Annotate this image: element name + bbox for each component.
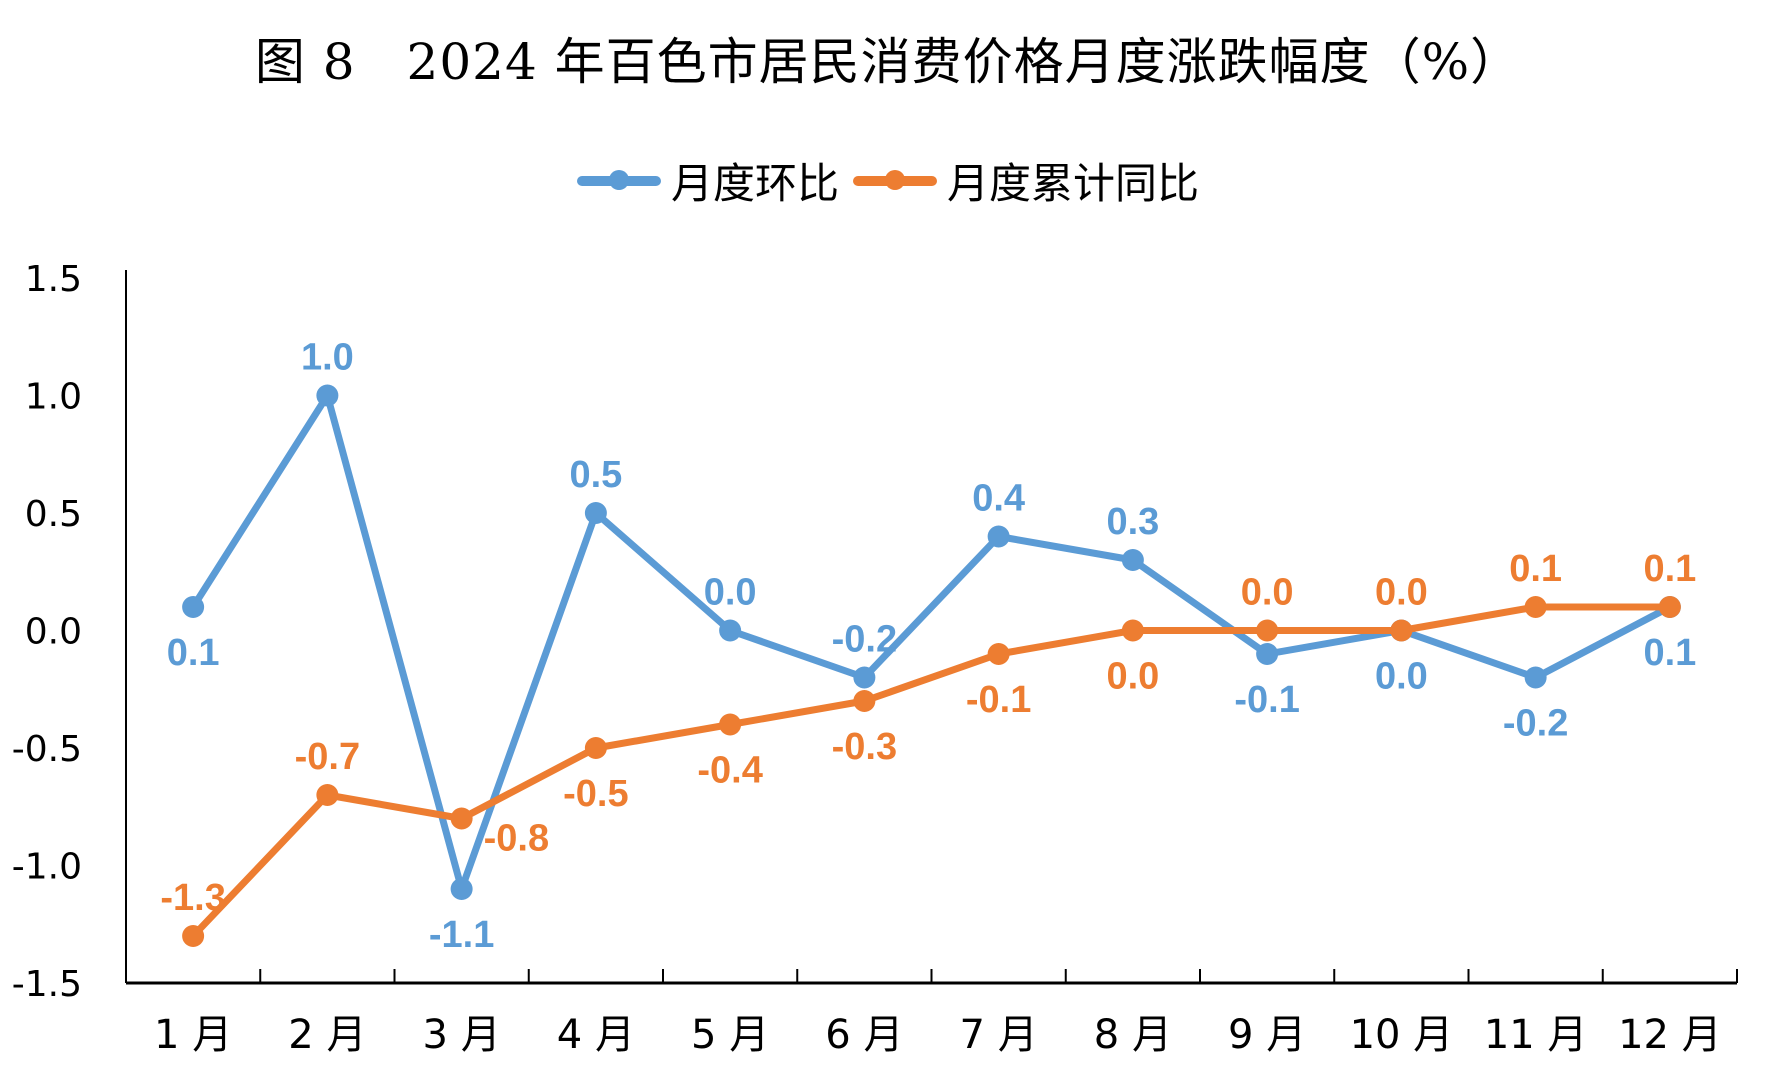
x-tick-label: 12 月	[1618, 1012, 1722, 1058]
data-point-yoy	[584, 737, 607, 759]
y-tick-label: 0.5	[25, 494, 82, 535]
x-tick-label: 6 月	[825, 1012, 903, 1058]
data-label-yoy: -0.1	[966, 679, 1031, 721]
x-tick-label: 11 月	[1484, 1012, 1588, 1058]
legend-swatch-mom	[576, 169, 661, 190]
data-label-yoy: -1.3	[160, 877, 225, 919]
data-point-mom	[719, 619, 742, 642]
data-point-mom	[1524, 666, 1547, 689]
data-label-yoy: 0.0	[1241, 572, 1294, 614]
data-point-yoy	[853, 690, 876, 712]
data-point-yoy	[1524, 596, 1547, 618]
legend: 月度环比 月度累计同比	[0, 150, 1776, 211]
data-label-mom: -0.2	[1503, 703, 1568, 745]
data-label-mom: 0.4	[972, 478, 1025, 520]
data-point-yoy	[1256, 619, 1279, 642]
data-point-yoy	[987, 643, 1010, 665]
axes: 1.5 1.0 0.5 0.0 -0.5 -1.0 -1.5 1 月 2 月 3 月 4 月 5 月 6…	[12, 259, 1738, 1058]
data-label-mom: 0.1	[167, 632, 220, 674]
x-tick-label: 8 月	[1094, 1012, 1172, 1058]
data-label-yoy: 0.1	[1643, 548, 1696, 590]
data-label-mom: -1.1	[429, 914, 494, 956]
data-point-mom	[182, 596, 205, 618]
legend-label-yoy: 月度累计同比	[947, 159, 1200, 208]
legend-swatch-yoy	[853, 169, 937, 190]
x-tick-label: 5 月	[691, 1012, 769, 1058]
data-label-yoy: -0.8	[484, 818, 549, 860]
y-tick-label: -1.0	[12, 847, 82, 888]
data-label-yoy: 0.0	[1375, 572, 1428, 614]
x-tick-label: 9 月	[1228, 1012, 1306, 1058]
data-point-yoy	[719, 713, 742, 736]
data-point-mom	[1256, 643, 1279, 665]
data-point-yoy	[1121, 619, 1144, 642]
data-point-mom	[853, 666, 876, 689]
x-tick-label: 2 月	[288, 1012, 366, 1058]
x-tick-label: 10 月	[1350, 1012, 1454, 1058]
data-point-yoy	[182, 925, 205, 947]
data-label-yoy: -0.5	[563, 773, 628, 815]
x-tick-label: 1 月	[154, 1012, 232, 1058]
data-label-mom: 0.3	[1106, 501, 1159, 543]
data-label-yoy: 0.1	[1509, 548, 1562, 590]
y-tick-label: -1.5	[12, 964, 82, 1005]
legend-item-yoy: 月度累计同比	[853, 150, 1199, 211]
series-line-mom	[189, 392, 1674, 893]
data-label-mom: 0.0	[704, 572, 757, 614]
data-point-yoy	[1390, 619, 1413, 642]
chart-title: 图 8 2024 年百色市居民消费价格月度涨跌幅度（%）	[254, 33, 1522, 91]
x-tick-label: 4 月	[557, 1012, 635, 1058]
data-label-mom: 0.1	[1643, 632, 1696, 674]
data-point-yoy	[450, 807, 473, 830]
data-point-yoy	[316, 784, 339, 806]
data-label-mom: -0.1	[1234, 679, 1299, 721]
data-point-yoy	[1658, 596, 1681, 618]
series-layer	[182, 384, 1681, 947]
data-point-mom	[1121, 549, 1144, 571]
y-tick-label: 1.0	[25, 377, 82, 418]
data-label-mom: 0.5	[569, 454, 622, 496]
series-line-yoy	[189, 603, 1674, 940]
y-tick-label: -0.5	[12, 729, 82, 770]
data-point-mom	[450, 878, 473, 900]
x-tick-label: 3 月	[423, 1012, 501, 1058]
data-label-yoy: -0.7	[295, 736, 360, 778]
data-point-mom	[316, 384, 339, 407]
x-tick-label: 7 月	[960, 1012, 1038, 1058]
data-label-yoy: 0.0	[1106, 656, 1159, 698]
data-labels-layer: 0.1 1.0 -1.1 0.5 0.0 -0.2 0.4 0.3 -0.1 0.0 -0.2 0.1…	[160, 337, 1696, 957]
data-label-yoy: -0.4	[697, 750, 762, 792]
legend-label-mom: 月度环比	[670, 159, 839, 208]
y-tick-label: 1.5	[25, 259, 82, 300]
data-label-mom: 1.0	[301, 337, 354, 379]
data-label-yoy: -0.3	[832, 726, 897, 768]
legend-item-mom: 月度环比	[576, 150, 839, 211]
data-label-mom: 0.0	[1375, 656, 1428, 698]
data-point-mom	[987, 525, 1010, 548]
data-label-mom: -0.2	[832, 619, 897, 661]
data-point-mom	[584, 502, 607, 524]
y-tick-label: 0.0	[25, 612, 82, 653]
